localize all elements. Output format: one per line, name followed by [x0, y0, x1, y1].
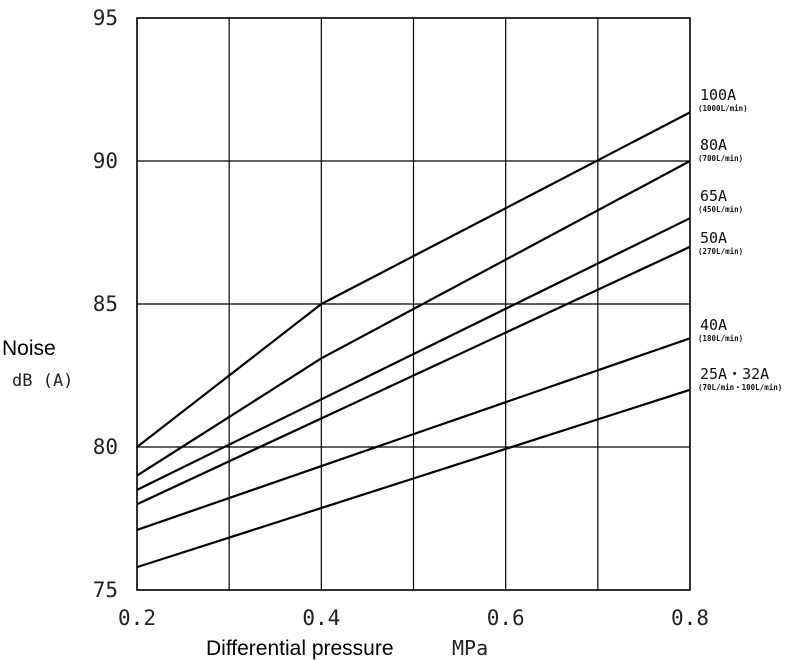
series-label: 100A [700, 86, 736, 104]
y-tick-label: 95 [93, 6, 118, 30]
x-axis-label: Differential pressure [206, 637, 394, 660]
series-flow-label: (270L/min) [698, 247, 743, 256]
y-axis-label: Noise [2, 337, 56, 360]
series-flow-label: (70L/min・100L/min) [698, 383, 782, 392]
series-label: 50A [700, 229, 727, 247]
y-tick-labels: 75 80 85 90 95 [93, 6, 118, 602]
x-tick-label: 0.6 [487, 606, 525, 630]
x-axis-unit: MPa [452, 636, 488, 660]
series-label: 25A・32A [700, 365, 769, 383]
y-tick-label: 85 [93, 292, 118, 316]
series-line [136, 111, 691, 448]
grid [136, 17, 691, 591]
series-label: 65A [700, 187, 727, 205]
x-tick-label: 0.2 [118, 606, 156, 630]
y-tick-label: 90 [93, 149, 118, 173]
x-tick-label: 0.4 [302, 606, 340, 630]
series-flow-label: (180L/min) [698, 334, 743, 343]
series-labels: 100A(1000L/min) 80A(700L/min) 65A(450L/min… [698, 86, 782, 392]
series-line [136, 217, 691, 491]
y-axis-unit: dB (A) [12, 371, 73, 391]
series-label: 80A [700, 136, 727, 154]
series-line [136, 337, 691, 531]
series-flow-label: (450L/min) [698, 205, 743, 214]
series-line [136, 245, 691, 506]
y-tick-label: 80 [93, 435, 118, 459]
series-label: 40A [700, 316, 727, 334]
x-tick-labels: 0.2 0.4 0.6 0.8 [118, 606, 709, 630]
series-lines [136, 111, 691, 569]
series-flow-label: (1000L/min) [698, 104, 748, 113]
x-tick-label: 0.8 [671, 606, 709, 630]
y-tick-label: 75 [93, 578, 118, 602]
series-line [136, 388, 691, 569]
series-flow-label: (700L/min) [698, 154, 743, 163]
series-line [136, 160, 691, 477]
